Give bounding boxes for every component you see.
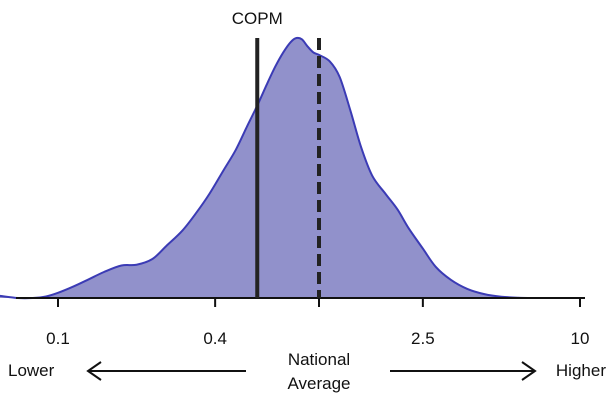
lower-label: Lower [8, 361, 55, 380]
left-arrow-icon [86, 361, 246, 381]
x-axis: 0.1 0.4 2.5 10 [16, 297, 590, 348]
average-label: Average [287, 374, 350, 393]
x-tick-label: 10 [571, 329, 590, 348]
higher-label: Higher [556, 361, 606, 380]
right-arrow-icon [390, 361, 537, 381]
annotations: COPM Lower Higher National Average [8, 9, 606, 393]
density-area-layer [0, 36, 548, 300]
national-label: National [288, 350, 350, 369]
copm-label: COPM [232, 9, 283, 28]
density-outline [0, 36, 548, 300]
right-arrow-head [521, 361, 537, 381]
reference-lines [255, 38, 321, 298]
left-arrow-head [86, 361, 102, 381]
x-tick-label: 0.4 [203, 329, 227, 348]
x-tick-label: 2.5 [411, 329, 435, 348]
x-tick-label: 0.1 [46, 329, 70, 348]
density-area [0, 37, 548, 299]
